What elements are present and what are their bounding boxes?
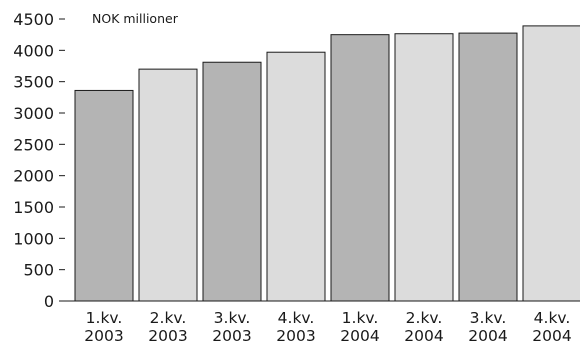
bar xyxy=(74,89,134,302)
unit-label: NOK millioner xyxy=(92,11,179,26)
y-tick-label: 3500 xyxy=(13,73,54,92)
x-tick-label: 2.kv. 2004 xyxy=(404,309,443,345)
bar xyxy=(458,32,518,302)
x-tick-label: 3.kv. 2003 xyxy=(212,309,251,345)
y-tick-label: 3000 xyxy=(13,104,54,123)
x-tick-label-year: 2004 xyxy=(340,327,379,345)
x-tick-label: 4.kv. 2003 xyxy=(276,309,315,345)
bar xyxy=(522,25,580,302)
bar xyxy=(266,51,326,302)
x-tick-label-year: 2004 xyxy=(532,327,571,345)
x-tick-label: 3.kv. 2004 xyxy=(468,309,507,345)
x-tick-label-year: 2003 xyxy=(84,327,123,345)
x-tick-label-year: 2004 xyxy=(468,327,507,345)
x-tick-label-year: 2004 xyxy=(404,327,443,345)
y-tick-label: 500 xyxy=(23,261,54,280)
x-tick-label-quarter: 2.kv. xyxy=(150,309,187,327)
x-tick-label-quarter: 4.kv. xyxy=(278,309,315,327)
bar xyxy=(330,34,390,302)
bars xyxy=(74,25,580,302)
x-tick-label-year: 2003 xyxy=(276,327,315,345)
x-tick-label-quarter: 4.kv. xyxy=(534,309,571,327)
x-tick-label-quarter: 1.kv. xyxy=(86,309,123,327)
x-tick-label: 2.kv. 2003 xyxy=(148,309,187,345)
bar xyxy=(138,68,198,302)
x-tick-label-quarter: 1.kv. xyxy=(342,309,379,327)
x-tick-label-quarter: 3.kv. xyxy=(214,309,251,327)
y-tick-label: 2500 xyxy=(13,135,54,154)
bar xyxy=(202,61,262,302)
x-tick-label-quarter: 3.kv. xyxy=(470,309,507,327)
x-tick-label: 4.kv. 2004 xyxy=(532,309,571,345)
y-tick-label: 4500 xyxy=(13,10,54,29)
y-tick-label: 1500 xyxy=(13,198,54,217)
x-tick-label: 1.kv. 2003 xyxy=(84,309,123,345)
x-tick-label-year: 2003 xyxy=(212,327,251,345)
y-tick-label: 2000 xyxy=(13,167,54,186)
y-tick-label: 4000 xyxy=(13,41,54,60)
x-tick-label-quarter: 2.kv. xyxy=(406,309,443,327)
y-axis: 0 500 1000 1500 2000 2500 3000 3500 4000 4500 xyxy=(13,10,65,311)
x-tick-label-year: 2003 xyxy=(148,327,187,345)
bar xyxy=(394,33,454,302)
y-tick-label: 0 xyxy=(44,292,54,311)
y-tick-label: 1000 xyxy=(13,229,54,248)
x-tick-label: 1.kv. 2004 xyxy=(340,309,379,345)
